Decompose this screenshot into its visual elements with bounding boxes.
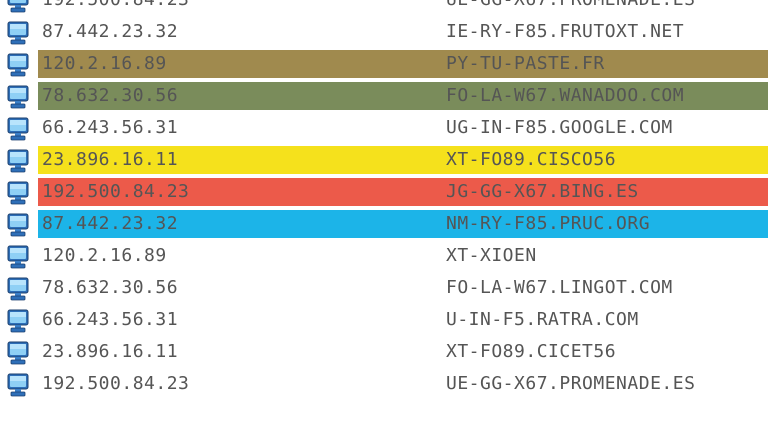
hostname: FO-LA-W67.LINGOT.COM <box>446 277 673 298</box>
ip-address: 23.896.16.11 <box>42 341 179 362</box>
ip-address: 78.632.30.56 <box>42 277 179 298</box>
connection-list: 192.500.84.23 UE-GG-X67.PROMENADE.ES 87.4… <box>0 0 768 400</box>
hostname: UG-IN-F85.GOOGLE.COM <box>446 117 673 138</box>
hostname: XT-FO89.CICET56 <box>446 341 617 362</box>
row-highlight <box>38 50 768 78</box>
ip-address: 192.500.84.23 <box>42 181 190 202</box>
ip-address: 66.243.56.31 <box>42 117 179 138</box>
table-row[interactable]: 66.243.56.31 U-IN-F5.RATRA.COM <box>0 304 768 336</box>
table-row[interactable]: 23.896.16.11 XT-FO89.CISCO56 <box>0 144 768 176</box>
ip-address: 120.2.16.89 <box>42 245 167 266</box>
row-highlight <box>38 210 768 238</box>
ip-address: 192.500.84.23 <box>42 373 190 394</box>
hostname: JG-GG-X67.BING.ES <box>446 181 639 202</box>
network-computer-icon <box>6 85 30 109</box>
network-computer-icon <box>6 341 30 365</box>
network-computer-icon <box>6 21 30 45</box>
network-computer-icon <box>6 0 30 13</box>
table-row[interactable]: 192.500.84.23 JG-GG-X67.BING.ES <box>0 176 768 208</box>
ip-address: 87.442.23.32 <box>42 21 179 42</box>
network-computer-icon <box>6 181 30 205</box>
table-row[interactable]: 87.442.23.32 IE-RY-F85.FRUTOXT.NET <box>0 16 768 48</box>
table-row[interactable]: 87.442.23.32 NM-RY-F85.PRUC.ORG <box>0 208 768 240</box>
hostname: UE-GG-X67.PROMENADE.ES <box>446 373 696 394</box>
table-row[interactable]: 78.632.30.56 FO-LA-W67.WANADOO.COM <box>0 80 768 112</box>
hostname: NM-RY-F85.PRUC.ORG <box>446 213 651 234</box>
hostname: FO-LA-W67.WANADOO.COM <box>446 85 685 106</box>
hostname: IE-RY-F85.FRUTOXT.NET <box>446 21 685 42</box>
table-row[interactable]: 120.2.16.89 XT-XIOEN <box>0 240 768 272</box>
ip-address: 192.500.84.23 <box>42 0 189 16</box>
row-highlight <box>38 178 768 206</box>
network-computer-icon <box>6 117 30 141</box>
network-computer-icon <box>6 309 30 333</box>
hostname: XT-FO89.CISCO56 <box>446 149 617 170</box>
ip-address: 66.243.56.31 <box>42 309 179 330</box>
ip-address: 78.632.30.56 <box>42 85 179 106</box>
table-row[interactable]: 78.632.30.56 FO-LA-W67.LINGOT.COM <box>0 272 768 304</box>
network-computer-icon <box>6 53 30 77</box>
table-row[interactable]: 120.2.16.89 PY-TU-PASTE.FR <box>0 48 768 80</box>
network-computer-icon <box>6 149 30 173</box>
network-computer-icon <box>6 373 30 397</box>
ip-address: 120.2.16.89 <box>42 53 167 74</box>
hostname: U-IN-F5.RATRA.COM <box>446 309 639 330</box>
row-highlight <box>38 82 768 110</box>
table-row[interactable]: 192.500.84.23 UE-GG-X67.PROMENADE.ES <box>0 0 768 16</box>
ip-address: 23.896.16.11 <box>42 149 179 170</box>
table-row[interactable]: 66.243.56.31 UG-IN-F85.GOOGLE.COM <box>0 112 768 144</box>
table-row[interactable]: 192.500.84.23 UE-GG-X67.PROMENADE.ES <box>0 368 768 400</box>
table-row[interactable]: 23.896.16.11 XT-FO89.CICET56 <box>0 336 768 368</box>
ip-address: 87.442.23.32 <box>42 213 179 234</box>
hostname: XT-XIOEN <box>446 245 537 266</box>
hostname: UE-GG-X67.PROMENADE.ES <box>446 0 695 16</box>
network-computer-icon <box>6 245 30 269</box>
hostname: PY-TU-PASTE.FR <box>446 53 605 74</box>
network-computer-icon <box>6 213 30 237</box>
network-computer-icon <box>6 277 30 301</box>
row-highlight <box>38 146 768 174</box>
